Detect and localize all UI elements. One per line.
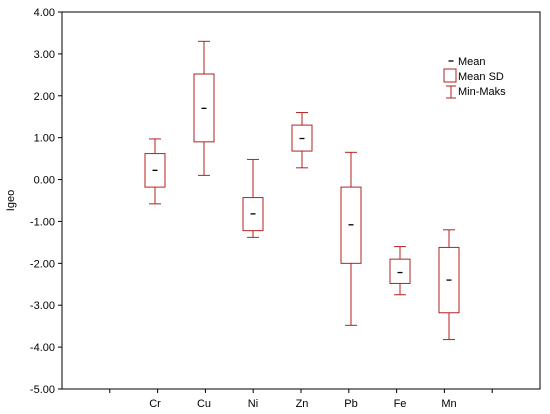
box-series (144, 40, 460, 341)
plot-frame (61, 11, 541, 390)
legend-entry-mean: Mean (448, 56, 486, 68)
y-axis-title: Igeo (5, 190, 17, 211)
legend-entry-minmax: Min-Maks (446, 85, 506, 99)
x-tick-label: Fe (394, 398, 407, 410)
y-tick-label: -4.00 (30, 342, 55, 354)
y-axis: 4.00 3.00 2.00 1.00 0.00 -1.00 -2.00 -3.00 -4.00… (30, 7, 62, 396)
legend-sd-marker (443, 68, 457, 83)
x-tick-label: Ni (248, 398, 258, 410)
y-tick-label: 0.00 (34, 175, 55, 187)
legend-label-mean: Mean (458, 56, 486, 68)
sd-box (389, 258, 411, 284)
y-tick-label: -3.00 (30, 300, 55, 312)
x-tick-label: Cu (197, 398, 211, 410)
legend-label-minmax: Min-Maks (458, 86, 506, 98)
box-cr (144, 138, 166, 205)
legend-minmax-marker (446, 85, 456, 99)
box-zn (291, 112, 313, 169)
y-tick-label: -5.00 (30, 384, 55, 396)
legend-entry-sd: Mean SD (443, 68, 504, 83)
x-tick-label: Cr (149, 398, 161, 410)
y-tick-label: 1.00 (34, 133, 55, 145)
y-tick-label: -1.00 (30, 216, 55, 228)
legend-label-sd: Mean SD (458, 71, 504, 83)
x-tick-label: Mn (441, 398, 456, 410)
x-tick-label: Zn (296, 398, 309, 410)
box-mn (438, 229, 460, 341)
box-cu (193, 40, 215, 176)
box-ni (242, 158, 264, 238)
x-axis: Cr Cu Ni Zn Pb Fe Mn (109, 389, 493, 410)
y-tick-label: 2.00 (34, 91, 55, 103)
x-tick-label: Pb (344, 398, 357, 410)
legend: Mean Mean SD Min-Maks (443, 56, 506, 99)
y-tick-label: -2.00 (30, 258, 55, 270)
y-tick-label: 3.00 (34, 49, 55, 61)
box-pb (340, 151, 362, 326)
box-fe (389, 246, 411, 296)
y-tick-label: 4.00 (34, 7, 55, 19)
